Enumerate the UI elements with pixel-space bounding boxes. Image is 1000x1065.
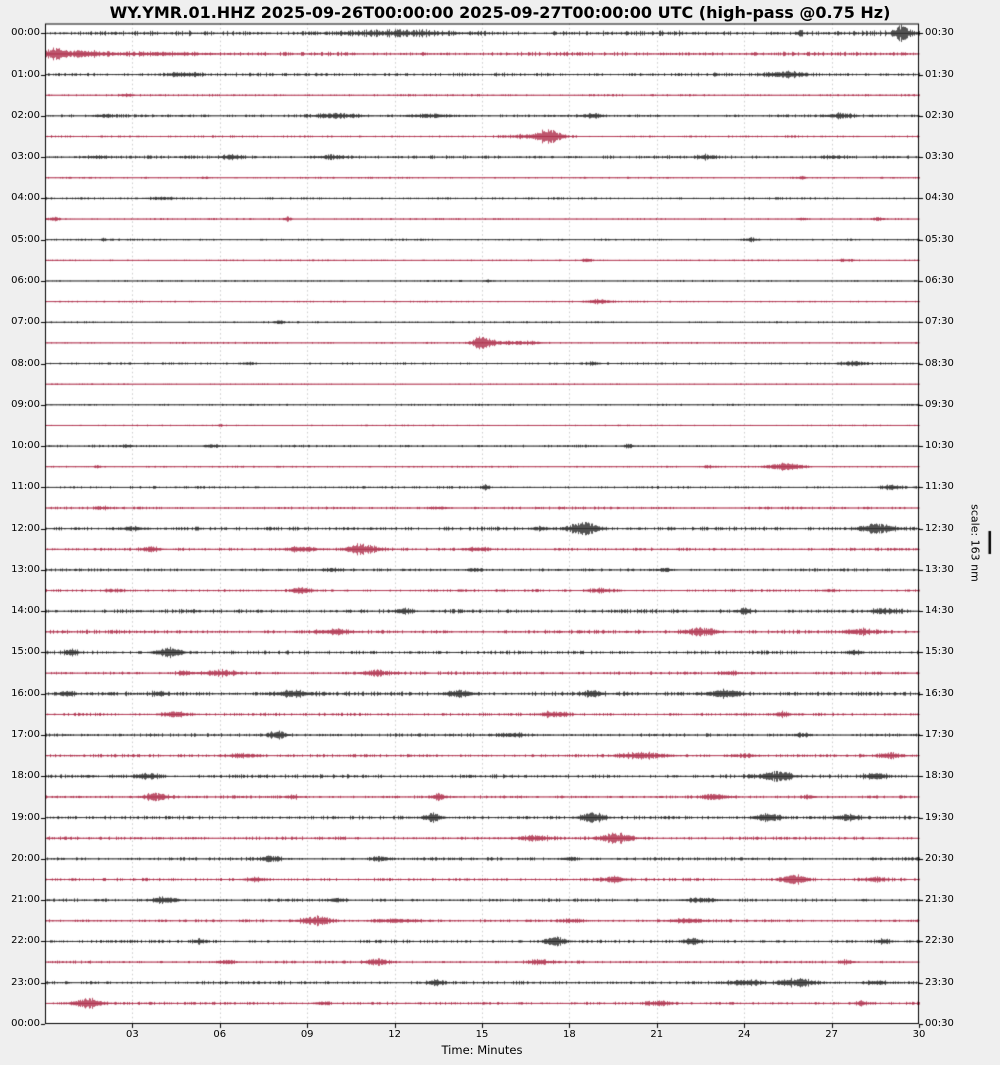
- y-axis-label-left: 16:00: [11, 687, 40, 699]
- y-axis-label-left: 12:00: [11, 522, 40, 534]
- y-axis-label-right: 13:30: [925, 563, 954, 575]
- y-axis-label-left: 04:00: [11, 192, 40, 204]
- y-axis-label-right: 18:30: [925, 770, 954, 782]
- y-axis-label-right: 06:30: [925, 274, 954, 286]
- y-axis-label-right: 21:30: [925, 894, 954, 906]
- y-axis-label-left: 20:00: [11, 852, 40, 864]
- y-axis-label-right: 17:30: [925, 729, 954, 741]
- y-axis-label-right: 01:30: [925, 68, 954, 80]
- y-axis-label-right: 04:30: [925, 192, 954, 204]
- y-axis-label-right: 23:30: [925, 976, 954, 988]
- y-axis-label-left: 09:00: [11, 398, 40, 410]
- figure-title: WY.YMR.01.HHZ 2025-09-26T00:00:00 2025-0…: [109, 3, 891, 22]
- y-axis-label-left: 11:00: [11, 481, 40, 493]
- y-axis-label-left: 22:00: [11, 935, 40, 947]
- x-axis-tick-label: 18: [563, 1029, 576, 1040]
- y-axis-label-left: 05:00: [11, 233, 40, 245]
- y-axis-label-right: 11:30: [925, 481, 954, 493]
- y-axis-label-left: 21:00: [11, 894, 40, 906]
- y-axis-label-right: 00:30: [925, 1018, 954, 1029]
- y-axis-label-left: 17:00: [11, 729, 40, 741]
- y-axis-label-right: 09:30: [925, 398, 954, 410]
- x-axis-tick-label: 12: [388, 1029, 401, 1040]
- x-axis-tick-label: 24: [737, 1029, 751, 1040]
- x-axis-tick-label: 15: [475, 1029, 489, 1040]
- x-axis-tick-label: 27: [825, 1029, 838, 1040]
- y-axis-label-left: 10:00: [11, 440, 40, 452]
- y-axis-label-right: 14:30: [925, 605, 954, 617]
- y-axis-label-right: 15:30: [925, 646, 954, 658]
- y-axis-label-left: 02:00: [11, 109, 40, 121]
- y-axis-label-right: 10:30: [925, 440, 954, 452]
- x-axis-tick-label: 03: [126, 1029, 139, 1040]
- y-axis-label-left: 01:00: [11, 68, 40, 80]
- y-axis-label-right: 05:30: [925, 233, 954, 245]
- y-axis-label-right: 16:30: [925, 687, 954, 699]
- y-axis-label-right: 19:30: [925, 811, 954, 823]
- y-axis-label-right: 20:30: [925, 852, 954, 864]
- y-axis-label-left: 08:00: [11, 357, 40, 369]
- amplitude-scale-label: scale: 163 nm: [968, 504, 982, 582]
- y-axis-label-right: 07:30: [925, 316, 954, 328]
- y-axis-label-left: 23:00: [11, 976, 40, 988]
- y-axis-label-right: 08:30: [925, 357, 954, 369]
- x-axis-tick-label: 21: [650, 1029, 664, 1040]
- x-axis-title: Time: Minutes: [441, 1043, 523, 1057]
- y-axis-label-left: 13:00: [11, 563, 40, 575]
- y-axis-label-left: 03:00: [11, 151, 40, 163]
- y-axis-label-left: 06:00: [11, 274, 40, 286]
- y-axis-label-right: 03:30: [925, 151, 954, 163]
- y-axis-label-right: 22:30: [925, 935, 954, 947]
- y-axis-label-right: 02:30: [925, 109, 954, 121]
- y-axis-label-left: 00:00: [11, 27, 40, 39]
- y-axis-label-left: 14:00: [11, 605, 40, 617]
- x-axis-tick-label: 09: [300, 1029, 314, 1040]
- y-axis-label-left: 18:00: [11, 770, 40, 782]
- y-axis-label-right: 12:30: [925, 522, 954, 534]
- y-axis-label-left: 15:00: [11, 646, 40, 658]
- y-axis-label-left: 07:00: [11, 316, 40, 328]
- y-axis-label-right: 00:30: [925, 27, 954, 39]
- x-axis-tick-label: 06: [213, 1029, 227, 1040]
- x-axis-tick-label: 30: [912, 1029, 926, 1040]
- y-axis-label-left: 00:00: [11, 1018, 40, 1029]
- y-axis-label-left: 19:00: [11, 811, 40, 823]
